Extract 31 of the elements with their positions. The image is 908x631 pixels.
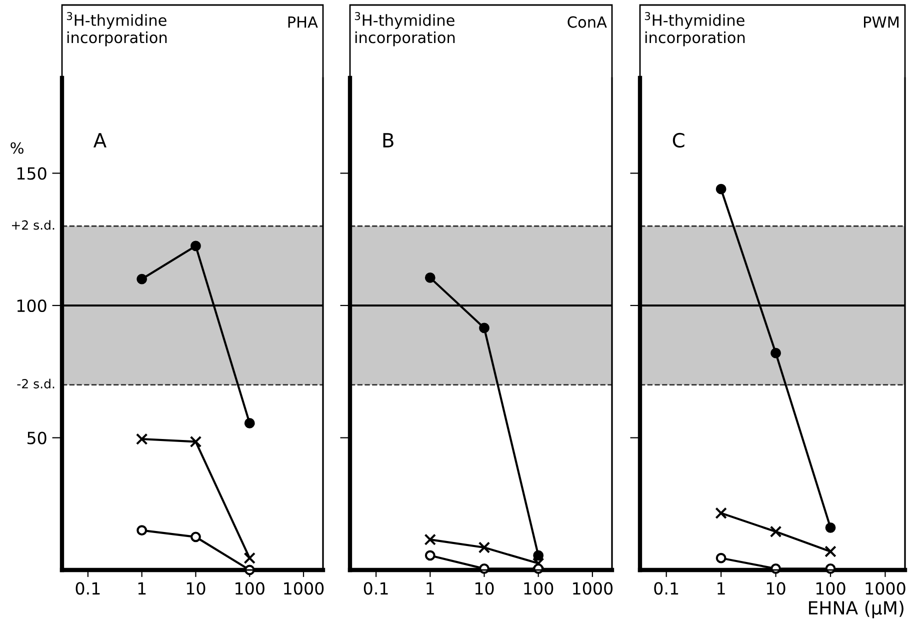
- x-tick-label: 1: [138, 582, 146, 594]
- chart-title: PWM: [864, 16, 899, 28]
- x-tick-label: 1: [426, 582, 434, 594]
- x-tick-label: 1: [718, 582, 725, 594]
- y-axis-title: $^{3}$H-thymidine incorporation: [354, 12, 455, 46]
- x-tick-label: 10: [475, 582, 494, 595]
- chart-title: ConA: [568, 16, 607, 28]
- x-tick-label: 1000: [573, 582, 613, 595]
- annotation: C: [672, 132, 684, 148]
- annotation: A: [93, 133, 106, 148]
- ref-line-label: -2 s.d.: [17, 378, 54, 388]
- x-axis-title: EHNA (µM): [809, 600, 904, 618]
- ref-line-label: +2 s.d.: [12, 220, 54, 230]
- text: %: [10, 142, 24, 154]
- chart-title: PHA: [288, 16, 318, 28]
- x-tick-label: 1000: [866, 582, 906, 595]
- x-tick-label: 0.1: [364, 582, 388, 595]
- x-tick-label: 10: [767, 582, 786, 595]
- annotation: B: [383, 133, 394, 148]
- y-tick-label: 50: [27, 432, 46, 444]
- x-tick-label: 100: [236, 582, 264, 595]
- y-tick-label: 150: [17, 167, 46, 180]
- x-tick-label: 10: [186, 582, 206, 595]
- y-axis-title: $^{3}$H-thymidine incorporation: [644, 12, 745, 46]
- x-tick-label: 1000: [284, 582, 324, 595]
- x-tick-label: 100: [524, 582, 554, 595]
- y-tick-label: 100: [17, 299, 46, 312]
- x-tick-label: 0.1: [76, 582, 100, 595]
- x-tick-label: 0.1: [654, 582, 678, 595]
- x-tick-label: 100: [816, 582, 846, 595]
- y-axis-title: $^{3}$H-thymidine incorporation: [66, 12, 167, 46]
